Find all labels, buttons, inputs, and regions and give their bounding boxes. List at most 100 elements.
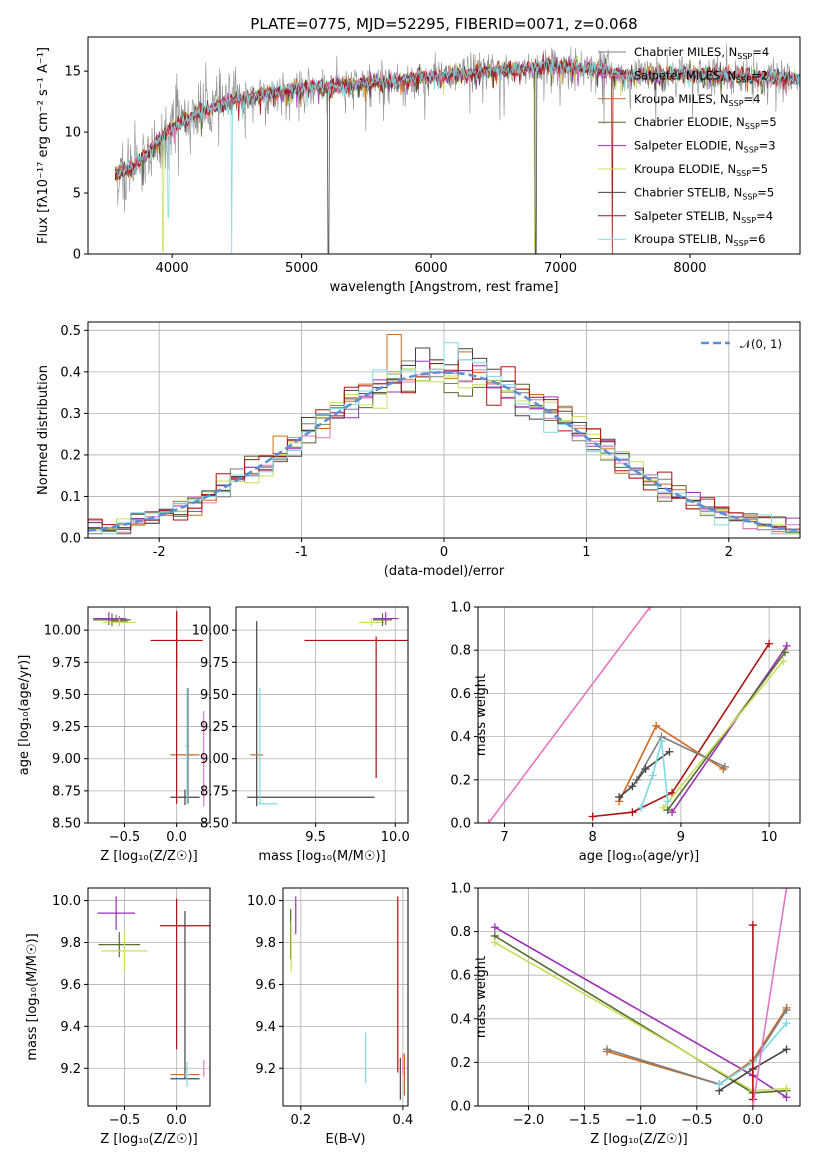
x-axis-label: age [log₁₀(age/yr)]: [579, 849, 700, 864]
x-tick-label: 10: [761, 830, 778, 845]
y-tick-label: 8.50: [200, 817, 229, 832]
y-tick-label: 0.2: [450, 773, 471, 788]
spectrum-line-KroupaELODIE: [114, 55, 800, 254]
legend: Chabrier MILES, NSSP=4 Salpeter MILES, NS…: [598, 45, 777, 248]
plot-area-residuals: [88, 322, 800, 538]
y-tick-label: 9.4: [255, 1020, 276, 1035]
x-tick-label: 0.2: [291, 1113, 312, 1128]
weight-marker-KroupaSTELIB: [715, 1080, 724, 1089]
x-tick-label: 0.0: [166, 1113, 187, 1128]
y-axis-label: Normed distribution: [36, 365, 51, 495]
x-tick-label: -2: [153, 545, 166, 560]
legend-label-SalpeterELODIE: Salpeter ELODIE, NSSP=3: [634, 139, 776, 155]
x-tick-label: 0.0: [743, 1113, 764, 1128]
plot-area-weight_age: [478, 607, 800, 823]
x-tick-label: 8: [589, 830, 597, 845]
weight-marker-KroupaMILES: [652, 721, 661, 730]
weight-line-SalpeterSTELIB: [592, 643, 770, 818]
x-tick-label: 9.5: [305, 830, 326, 845]
weight-marker-KroupaELODIE: [490, 938, 499, 947]
x-axis-label: wavelength [Angstrom, rest frame]: [330, 280, 559, 295]
y-tick-label: 1.0: [450, 601, 471, 616]
panel-residuals: -2 -1 0 1 2 0.0 0.1 0.2 0.3 0.4 0.5 (data-model)/er…: [36, 321, 801, 579]
y-tick-label: 0.8: [450, 925, 471, 940]
x-tick-label: 6000: [415, 261, 448, 276]
y-tick-label: 0.1: [60, 490, 81, 505]
weight-marker-SalpeterMILES: [484, 819, 493, 823]
weight-marker-SalpeterSTELIB: [748, 921, 757, 930]
weight-marker-SalpeterMILES: [646, 607, 655, 611]
weight-marker-SalpeterMILES: [748, 1102, 757, 1106]
legend-label-ChabrierSTELIB: Chabrier STELIB, NSSP=5: [634, 185, 774, 201]
weight-marker-ChabrierSTELIB: [628, 782, 637, 791]
weight-marker-SalpeterSTELIB: [588, 812, 597, 821]
y-tick-label: 0.4: [60, 365, 81, 380]
x-tick-label: −0.5: [109, 1113, 141, 1128]
y-tick-label: 10.00: [192, 624, 229, 639]
plot-area-weight_Z: [478, 888, 800, 1106]
weight-marker-SalpeterMILES: [782, 888, 791, 892]
panel-weight_Z: −2.0 −1.5 −1.0 −0.5 0.0 0.0 0.2 0.4 0.6 0.8 1.0 Z […: [450, 882, 801, 1147]
weight-line-SalpeterMILES: [487, 607, 651, 823]
spectrum-line-KroupaSTELIB: [114, 58, 800, 254]
gaussian-curve: [88, 371, 798, 532]
x-tick-label: 0: [440, 545, 448, 560]
y-tick-label: 8.50: [52, 817, 81, 832]
legend-label-KroupaMILES: Kroupa MILES, NSSP=4: [634, 92, 760, 108]
weight-marker-ChabrierSTELIB: [782, 1045, 791, 1054]
y-tick-label: 0.0: [450, 817, 471, 832]
weight-marker-SalpeterSTELIB: [628, 808, 637, 817]
y-tick-label: 9.6: [60, 978, 81, 993]
axes-frame-mass_EBV: [282, 887, 409, 1107]
y-tick-label: 10.0: [247, 894, 276, 909]
x-tick-label: 5000: [285, 261, 318, 276]
y-axis-label: Flux [fλ10⁻¹⁷ erg cm⁻² s⁻¹ A⁻¹]: [36, 47, 51, 244]
y-tick-label: 9.00: [52, 752, 81, 767]
weight-marker-ChabrierELODIE: [781, 648, 790, 657]
weight-marker-KroupaELODIE: [782, 1084, 791, 1093]
y-tick-label: 8.75: [200, 784, 229, 799]
x-axis-label: (data-model)/error: [384, 564, 505, 579]
spectrum-line-ChabrierSTELIB: [114, 57, 800, 254]
legend-label-KroupaSTELIB: Kroupa STELIB, NSSP=6: [634, 232, 765, 248]
panel-spectrum: 4000 5000 6000 7000 8000 0 5 10 15 wavelength [An…: [36, 15, 801, 295]
weight-marker-ChabrierMILES: [782, 1006, 791, 1015]
weight-marker-KroupaSTELIB: [657, 736, 666, 745]
y-tick-label: 9.6: [255, 978, 276, 993]
plot-area-spectrum: [114, 43, 800, 254]
chart-title: PLATE=0775, MJD=52295, FIBERID=0071, z=0…: [250, 15, 637, 33]
y-axis-label: age [log₁₀(age/yr)]: [17, 655, 32, 776]
y-tick-label: 0: [73, 248, 81, 263]
y-axis-label: mass [log₁₀(M/M☉)]: [25, 933, 40, 1060]
weight-marker-ChabrierELODIE: [663, 806, 672, 815]
weight-line-KroupaSTELIB: [640, 740, 669, 809]
x-tick-label: 1: [582, 545, 590, 560]
panel-age_mass: 9.5 10.0 8.50 8.75 9.00 9.25 9.50 9.75 10.00 mass…: [192, 606, 410, 864]
y-tick-label: 10.0: [52, 894, 81, 909]
y-tick-label: 8.75: [52, 784, 81, 799]
x-tick-label: 8000: [673, 261, 706, 276]
y-tick-label: 5: [73, 187, 81, 202]
spectrum-line-SalpeterSTELIB: [114, 53, 800, 254]
plot-area-mass_Z: [88, 888, 210, 1106]
weight-marker-SalpeterSTELIB: [765, 639, 774, 648]
weight-marker-ChabrierSTELIB: [615, 793, 624, 802]
plot-area-age_Z: [88, 607, 210, 823]
legend-label-SalpeterMILES: Salpeter MILES, NSSP=2: [634, 68, 768, 84]
legend-label-gauss: 𝒩(0, 1): [740, 337, 782, 351]
y-tick-label: 0.6: [450, 969, 471, 984]
y-tick-label: 9.00: [200, 752, 229, 767]
y-tick-label: 0.4: [450, 1012, 471, 1027]
legend-label-ChabrierMILES: Chabrier MILES, NSSP=4: [634, 45, 769, 61]
weight-marker-ChabrierMILES: [721, 762, 730, 771]
panel-mass_EBV: 0.2 0.4 9.2 9.4 9.6 9.8 10.0 E(B-V): [247, 887, 413, 1147]
y-tick-label: 0.2: [450, 1056, 471, 1071]
x-tick-label: 7000: [544, 261, 577, 276]
x-axis-label: Z [log₁₀(Z/Z☉)]: [100, 849, 197, 864]
y-tick-label: 9.75: [200, 656, 229, 671]
weight-line-SalpeterELODIE: [671, 645, 788, 813]
axes-frame-weight_age: [477, 606, 801, 824]
y-tick-label: 1.0: [450, 882, 471, 897]
y-tick-label: 9.8: [60, 936, 81, 951]
